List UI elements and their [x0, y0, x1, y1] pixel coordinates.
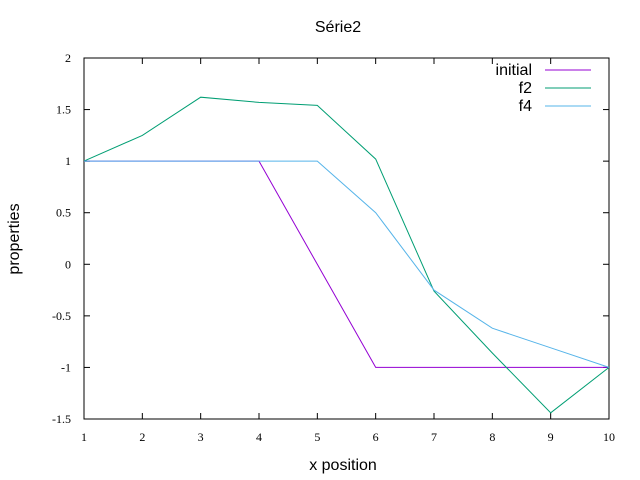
- legend-label-f2: f2: [519, 80, 532, 97]
- x-tick-label: 5: [314, 430, 320, 444]
- x-tick-label: 9: [548, 430, 554, 444]
- series-line-initial: [84, 160, 609, 368]
- plot-area: 1 2 3 4 5 6 7 8 9 10 -1.5 -1 -0.5 0 0.5 1 1.5 2 initialf2f…: [52, 51, 615, 444]
- x-tick-label: 8: [489, 430, 495, 444]
- y-tick-label: 1.5: [56, 103, 71, 117]
- x-tick-label: 7: [431, 430, 437, 444]
- y-tick-label: 0.5: [56, 206, 71, 220]
- y-tick-label: -1.5: [52, 412, 71, 426]
- x-tick-label: 1: [81, 430, 87, 444]
- x-tick-label: 2: [139, 430, 145, 444]
- chart-title: Série2: [315, 19, 361, 36]
- y-axis-title: properties: [6, 203, 23, 274]
- legend-label-f4: f4: [519, 98, 532, 115]
- series-line-f4: [84, 160, 610, 368]
- y-tick-label: 0: [65, 257, 71, 271]
- series-line-f2: [83, 96, 610, 414]
- y-tick-label: 2: [65, 51, 71, 65]
- x-tick-label: 3: [198, 430, 204, 444]
- plot-frame: [83, 57, 610, 420]
- y-tick-label: 1: [65, 154, 71, 168]
- x-tick-label: 4: [256, 430, 262, 444]
- legend-label-initial: initial: [496, 62, 532, 79]
- x-tick-label: 10: [603, 430, 615, 444]
- x-axis-title: x position: [309, 457, 377, 474]
- x-tick-label: 6: [373, 430, 379, 444]
- y-tick-label: -0.5: [52, 309, 71, 323]
- y-tick-label: -1: [61, 360, 71, 374]
